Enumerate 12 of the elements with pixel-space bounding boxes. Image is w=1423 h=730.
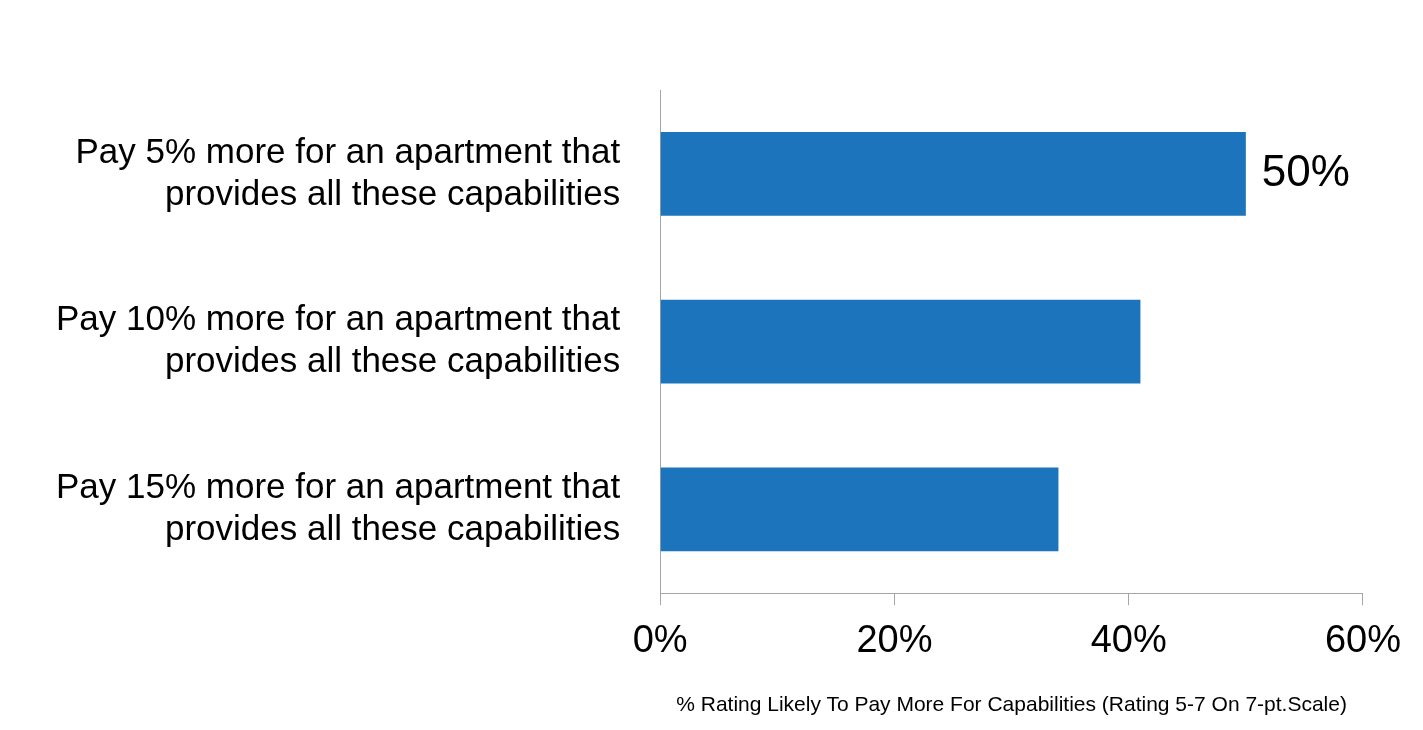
x-axis-title: % Rating Likely To Pay More For Capabilities (Rating 5-7 On 7-pt.Scale) (676, 692, 1347, 716)
data-label: 50% (1261, 146, 1350, 196)
bar (660, 299, 1141, 384)
bar (660, 467, 1059, 552)
x-tick-label: 0% (632, 618, 688, 661)
y-tick-label: Pay 10% more for an apartment that provides all these capabilities (56, 298, 621, 380)
y-tick-label: Pay 5% more for an apartment that provides all these capabilities (75, 130, 621, 212)
x-tick-label: 20% (856, 618, 933, 661)
bar (660, 131, 1246, 216)
y-tick-label: Pay 15% more for an apartment that provides all these capabilities (56, 465, 621, 547)
x-tick-label: 40% (1090, 618, 1167, 661)
x-tick-label: 60% (1324, 618, 1401, 661)
